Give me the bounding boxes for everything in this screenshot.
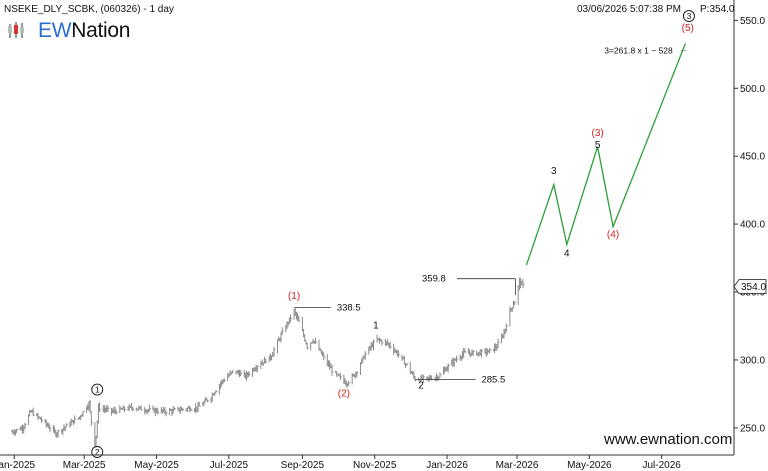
symbol-title: NSEKE_DLY_SCBK, (060326) - 1 day [4, 4, 174, 15]
x-tick-label: Mar-2025 [63, 460, 106, 471]
level-label: 359.8 [422, 274, 446, 285]
website-url: www.ewnation.com [604, 431, 733, 448]
x-tick-label: Nov-2025 [353, 460, 397, 471]
projection-line [525, 43, 687, 266]
wave-label: (5) [682, 23, 694, 34]
last-price-marker: 354.0 [733, 279, 767, 295]
wave-label: 1 [95, 385, 100, 395]
y-tick-label: 250.0 [740, 423, 765, 434]
timestamp: 03/06/2026 5:07:38 PM [577, 4, 681, 15]
x-tick-label: Jan-2026 [426, 460, 468, 471]
wave-label: (3) [592, 128, 604, 139]
projection-path [525, 43, 687, 266]
y-tick-label: 300.0 [740, 355, 765, 366]
x-tick-label: Jan-2025 [0, 460, 36, 471]
x-axis-ticks: Jan-2025 Mar-2025 May-2025 Jul-2025 Sep-2025… [0, 455, 681, 471]
x-tick-label: Mar-2026 [496, 460, 539, 471]
logo-mark-icon [6, 20, 36, 42]
wave-label: 2 [418, 380, 424, 391]
wave-label-circle [91, 383, 104, 396]
target-note: 3=261.8 x 1 ~ 528 [604, 45, 673, 55]
x-tick-label: Sep-2025 [281, 460, 325, 471]
y-tick-label: 400.0 [740, 220, 765, 231]
x-tick-label: Jul-2026 [642, 460, 681, 471]
x-tick-label: May-2026 [567, 460, 612, 471]
wave-label: (1) [288, 291, 300, 302]
price-levels: 338.5 285.5 359.8 3=261.8 x 1 ~ 528 [294, 45, 687, 386]
logo-text: EWNation [38, 19, 131, 42]
wave-label: 3 [551, 166, 557, 177]
level-label: 285.5 [481, 375, 505, 386]
wave-label: 2 [95, 447, 100, 457]
last-price-label: 354.0 [741, 282, 766, 293]
y-tick-label: 550.0 [740, 16, 765, 27]
y-tick-label: 450.0 [740, 152, 765, 163]
wave-label: 5 [595, 140, 601, 151]
ewnation-logo: EWNation [6, 18, 130, 44]
wave-label: (4) [607, 230, 619, 241]
wave-label-circle [682, 10, 695, 22]
wave-label: (2) [338, 389, 350, 400]
price-bars [11, 277, 525, 454]
price-readout: P:354.0 [700, 4, 735, 15]
x-tick-label: May-2025 [134, 460, 179, 471]
last-price-box [733, 279, 767, 295]
x-tick-label: Jul-2025 [210, 460, 249, 471]
y-tick-label: 500.0 [740, 84, 765, 95]
level-label: 338.5 [337, 303, 361, 314]
wave-label: 3 [687, 11, 692, 21]
wave-label: 1 [373, 321, 379, 332]
wave-label: 4 [564, 249, 570, 260]
